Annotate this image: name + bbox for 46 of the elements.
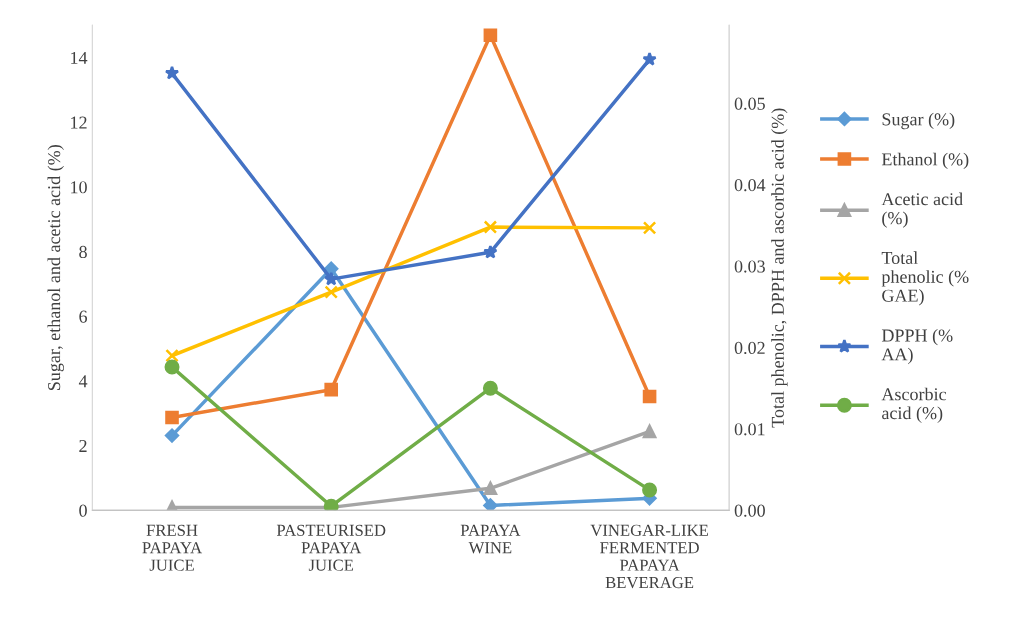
x-tick-label: VINEGAR-LIKE FERMENTED PAPAYA BEVERAGE — [590, 524, 708, 589]
x-tick-label: PASTEURISED PAPAYA JUICE — [276, 524, 386, 571]
point — [482, 380, 498, 396]
y-tick-label: 4 — [78, 375, 88, 388]
point — [324, 382, 339, 397]
y-tick-label: 8 — [79, 245, 87, 259]
point — [642, 424, 657, 439]
y2-tick-label: 0.02 — [734, 341, 765, 355]
point — [324, 261, 339, 276]
y2-axis-title: Total phenolic, DPPH and ascorbic acid (%) — [771, 108, 788, 428]
y2-tick-label: 0.05 — [734, 97, 765, 110]
point — [164, 428, 180, 443]
y-tick-label: 12 — [71, 116, 87, 129]
point — [642, 482, 658, 498]
legend-label: Acetic acid (%) — [881, 192, 963, 228]
y-axis-title: Sugar, ethanol and acetic acid (%) — [47, 145, 64, 391]
point — [483, 28, 498, 43]
x-tick-label: PAPAYA WINE — [460, 524, 521, 554]
point — [642, 221, 657, 235]
point — [164, 65, 180, 80]
point — [165, 348, 179, 363]
y2-tick-label: 0.04 — [734, 178, 766, 192]
y2-tick-label: 0.01 — [734, 423, 765, 436]
y2-tick-label: 0.00 — [734, 504, 765, 517]
y2-tick-label: 0.03 — [734, 260, 765, 273]
legend-label: Sugar (%) — [882, 112, 955, 130]
y-tick-label: 14 — [71, 51, 88, 64]
point — [483, 220, 498, 234]
legend-label: Ethanol (%) — [881, 152, 969, 170]
x-tick-label: FRESH PAPAYA JUICE — [142, 524, 203, 571]
point — [483, 481, 498, 496]
point — [165, 410, 179, 425]
legend-label: DPPH (% AA) — [881, 328, 953, 365]
y-tick-label: 2 — [79, 439, 87, 452]
point — [483, 498, 498, 511]
point — [483, 244, 498, 259]
point — [642, 389, 657, 404]
y-tick-label: 10 — [71, 181, 87, 194]
y-tick-label: 0 — [79, 504, 87, 517]
point — [324, 285, 339, 299]
point — [642, 51, 657, 66]
legend-label: Total phenolic (% GAE) — [881, 251, 969, 306]
point — [324, 271, 339, 286]
point — [164, 359, 180, 375]
y-tick-label: 6 — [79, 310, 88, 323]
legend-label: Ascorbic acid (%) — [881, 387, 947, 423]
